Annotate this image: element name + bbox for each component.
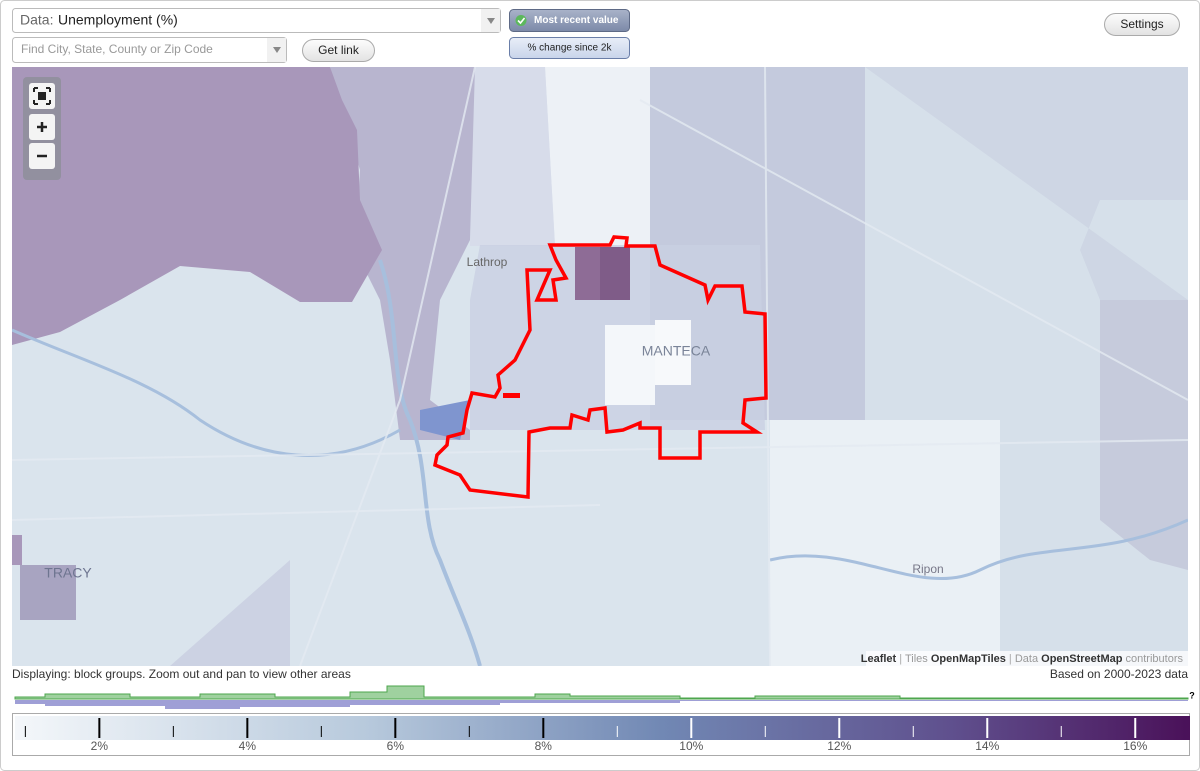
- data-value: Unemployment (%): [58, 12, 178, 28]
- river: [12, 328, 401, 457]
- place-label: TRACY: [44, 565, 92, 581]
- data-label: Data:: [20, 12, 53, 28]
- legend-tick-label: 4%: [239, 739, 257, 753]
- separator: |: [1009, 653, 1012, 665]
- get-link-label: Get link: [318, 43, 360, 57]
- separator: |: [899, 653, 902, 665]
- map[interactable]: Lathrop MANTECA TRACY Ripon Leaflet | Ti…: [12, 67, 1188, 667]
- block-group: [655, 320, 691, 385]
- search-placeholder: Find City, State, County or Zip Code: [21, 42, 213, 56]
- check-icon: [515, 15, 527, 26]
- legend-tick-label: 6%: [387, 739, 405, 753]
- region: [545, 67, 650, 246]
- place-label: Ripon: [912, 562, 943, 576]
- settings-button[interactable]: [1104, 13, 1180, 36]
- fullscreen-icon: [38, 92, 46, 100]
- legend-tick-label: 16%: [1123, 739, 1147, 753]
- check-mark: [517, 17, 526, 25]
- region: [1100, 300, 1188, 570]
- region: [770, 420, 1000, 666]
- legend-ticks: 2% 4% 6% 8% 10% 12% 14% 16%: [24, 718, 1148, 753]
- mode-button-label: Most recent value: [534, 15, 619, 26]
- region: [170, 560, 290, 666]
- place-label: Lathrop: [467, 255, 508, 269]
- legend-tick-label: 14%: [975, 739, 999, 753]
- region: [865, 67, 1188, 300]
- region: [330, 67, 475, 440]
- get-link-button[interactable]: [302, 39, 375, 62]
- legend-tick-label: 10%: [679, 739, 703, 753]
- region: [12, 67, 382, 345]
- attribution-link[interactable]: OpenMapTiles: [931, 653, 1006, 665]
- histogram-below: [15, 700, 1188, 709]
- attribution-link[interactable]: Leaflet: [861, 653, 897, 665]
- region: [470, 67, 555, 246]
- legend-tick-label: 2%: [91, 739, 109, 753]
- search-arrow: [273, 47, 281, 53]
- attribution-text: contributors: [1126, 653, 1184, 665]
- mode-button-active[interactable]: [509, 9, 630, 32]
- block-group: [605, 325, 655, 405]
- river: [769, 518, 1188, 581]
- boundary-piece: [503, 393, 520, 398]
- data-years: Based on 2000-2023 data: [1050, 667, 1188, 681]
- search-box[interactable]: [12, 37, 287, 63]
- city-boundary: [432, 235, 768, 499]
- attribution-bg: [866, 651, 1188, 666]
- mode-button-label: % change since 2k: [528, 43, 613, 54]
- region: [12, 535, 22, 565]
- fullscreen-icon: [33, 87, 51, 105]
- attribution-link[interactable]: OpenStreetMap: [1041, 653, 1123, 665]
- road: [12, 67, 1188, 666]
- settings-label: Settings: [1120, 17, 1163, 31]
- displaying-note: Displaying: block groups. Zoom out and p…: [12, 667, 351, 681]
- legend-scale: [15, 716, 1190, 740]
- attribution-text: Data: [1015, 653, 1039, 665]
- histogram-above: [14, 685, 1189, 700]
- attribution: Leaflet | Tiles OpenMapTiles | Data Open…: [861, 653, 1184, 665]
- attribution-text: Tiles: [905, 653, 928, 665]
- legend-tick-label: 12%: [827, 739, 851, 753]
- place-label: MANTECA: [642, 343, 711, 359]
- dropdown-arrow: [487, 18, 495, 24]
- block-group: [600, 247, 630, 300]
- zoom-in-icon: [37, 122, 47, 132]
- mode-button[interactable]: [509, 37, 630, 59]
- lake: [420, 400, 470, 440]
- unknown-marker: ?: [1189, 690, 1195, 700]
- river: [378, 259, 482, 666]
- legend-tick-label: 8%: [535, 739, 553, 753]
- block-group: [20, 565, 76, 620]
- data-select[interactable]: [12, 8, 501, 33]
